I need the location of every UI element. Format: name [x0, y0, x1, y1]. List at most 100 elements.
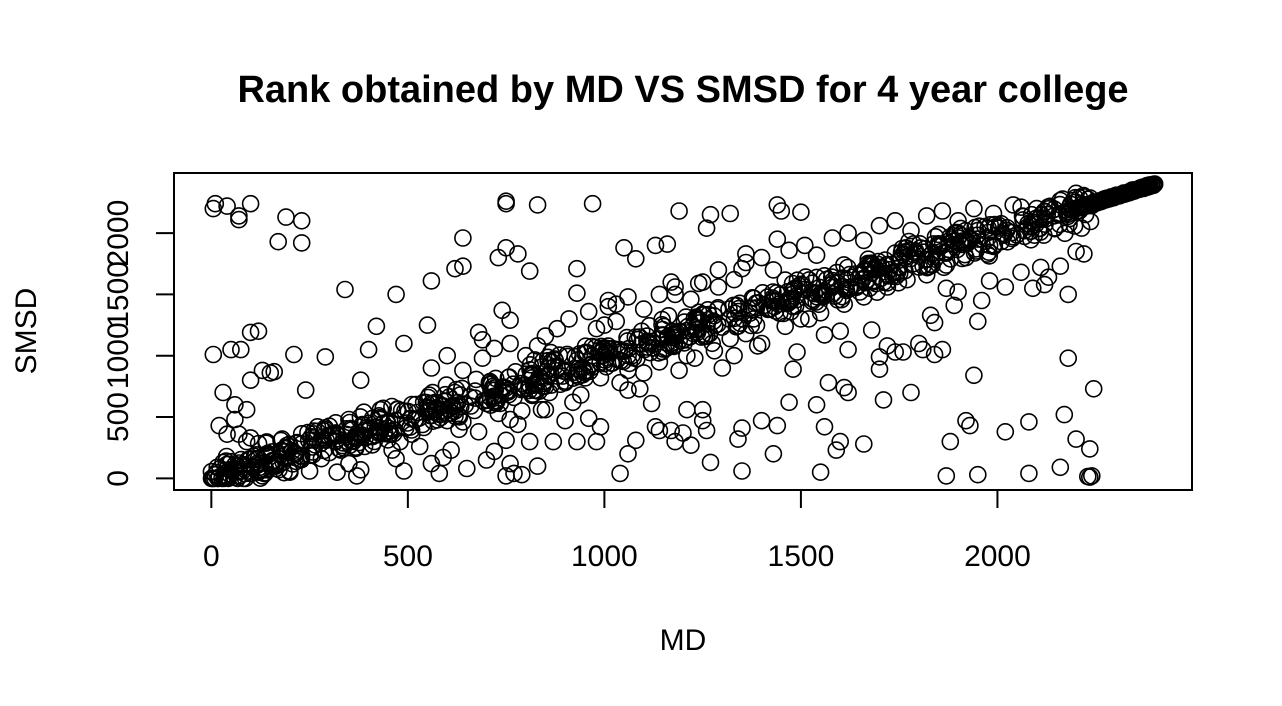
data-point	[677, 308, 695, 326]
data-point	[839, 340, 857, 359]
data-point	[1067, 242, 1085, 261]
data-point	[729, 430, 747, 448]
data-point	[795, 236, 814, 255]
x-axis: 0 500 1000 1500 2000	[203, 489, 1031, 573]
data-point	[966, 218, 984, 237]
data-point	[968, 230, 987, 248]
data-point	[941, 250, 960, 268]
data-point	[823, 229, 842, 247]
data-point	[902, 221, 920, 240]
data-point	[303, 438, 322, 456]
data-point	[599, 297, 618, 316]
y-tick-label: 2000	[102, 200, 135, 267]
data-point	[505, 464, 523, 483]
data-point	[446, 259, 464, 278]
data-point	[815, 326, 834, 344]
data-point	[639, 335, 658, 353]
data-point	[611, 464, 629, 483]
data-point	[206, 194, 225, 213]
data-point	[207, 463, 226, 482]
data-point	[241, 323, 260, 342]
data-point	[1081, 468, 1099, 486]
data-point	[968, 312, 987, 331]
data-point	[253, 361, 272, 380]
data-point	[949, 283, 967, 301]
y-tick-label: 1000	[102, 322, 135, 389]
data-point	[1055, 405, 1074, 424]
data-point	[788, 343, 806, 361]
data-point	[1036, 215, 1054, 233]
data-point	[334, 438, 353, 457]
data-point	[819, 373, 838, 392]
data-point	[874, 391, 893, 409]
data-point	[693, 273, 712, 291]
data-point	[951, 219, 970, 238]
data-point	[388, 400, 407, 419]
data-point	[579, 302, 598, 321]
data-point	[894, 343, 912, 361]
data-point	[351, 408, 370, 426]
data-point	[569, 367, 588, 386]
data-point	[583, 194, 602, 213]
data-point	[698, 300, 717, 319]
data-point	[697, 421, 716, 440]
data-point	[249, 453, 267, 472]
data-point	[367, 317, 386, 336]
data-point	[219, 469, 237, 488]
data-point	[440, 387, 459, 406]
data-point	[972, 291, 991, 310]
data-point	[827, 441, 846, 459]
data-point	[650, 421, 669, 440]
data-point	[646, 417, 665, 436]
chart-title: Rank obtained by MD VS SMSD for 4 year c…	[237, 69, 1128, 111]
data-point	[839, 383, 857, 402]
x-tick-label: 0	[203, 540, 220, 573]
data-point	[980, 272, 999, 290]
data-point	[235, 464, 254, 483]
data-point	[571, 386, 590, 404]
data-point	[877, 265, 896, 283]
data-point	[566, 347, 584, 366]
data-point	[902, 383, 920, 402]
data-point	[1013, 207, 1032, 225]
data-point	[640, 316, 659, 335]
data-point	[644, 338, 662, 357]
data-point	[1036, 210, 1055, 228]
data-point	[466, 389, 484, 407]
data-point	[933, 202, 952, 220]
data-point	[764, 444, 783, 463]
data-point	[670, 202, 688, 220]
data-point	[423, 383, 442, 402]
data-point	[698, 315, 717, 333]
y-tick-label: 1500	[102, 261, 135, 328]
data-point	[839, 224, 857, 242]
data-point	[1031, 219, 1049, 238]
data-point	[237, 432, 256, 451]
data-point	[759, 300, 777, 319]
data-point	[904, 235, 923, 253]
data-point	[646, 236, 665, 255]
data-point	[1083, 467, 1101, 485]
data-point	[278, 436, 296, 455]
data-point	[685, 349, 704, 368]
data-point	[854, 231, 873, 250]
data-point	[965, 244, 984, 262]
data-point	[283, 442, 302, 460]
data-point	[909, 334, 928, 353]
data-point	[431, 408, 450, 427]
data-point	[1084, 379, 1103, 398]
data-point	[784, 284, 803, 303]
data-point	[1012, 263, 1030, 282]
data-point	[752, 411, 771, 430]
data-point	[930, 237, 949, 255]
data-point	[217, 447, 236, 466]
data-point	[544, 432, 563, 451]
data-point	[815, 417, 834, 436]
data-point	[733, 462, 751, 480]
data-point	[725, 270, 743, 289]
data-point	[444, 396, 462, 415]
data-point	[831, 432, 850, 451]
data-point	[701, 453, 720, 472]
y-tick-label: 500	[102, 392, 135, 442]
data-point	[340, 454, 358, 473]
